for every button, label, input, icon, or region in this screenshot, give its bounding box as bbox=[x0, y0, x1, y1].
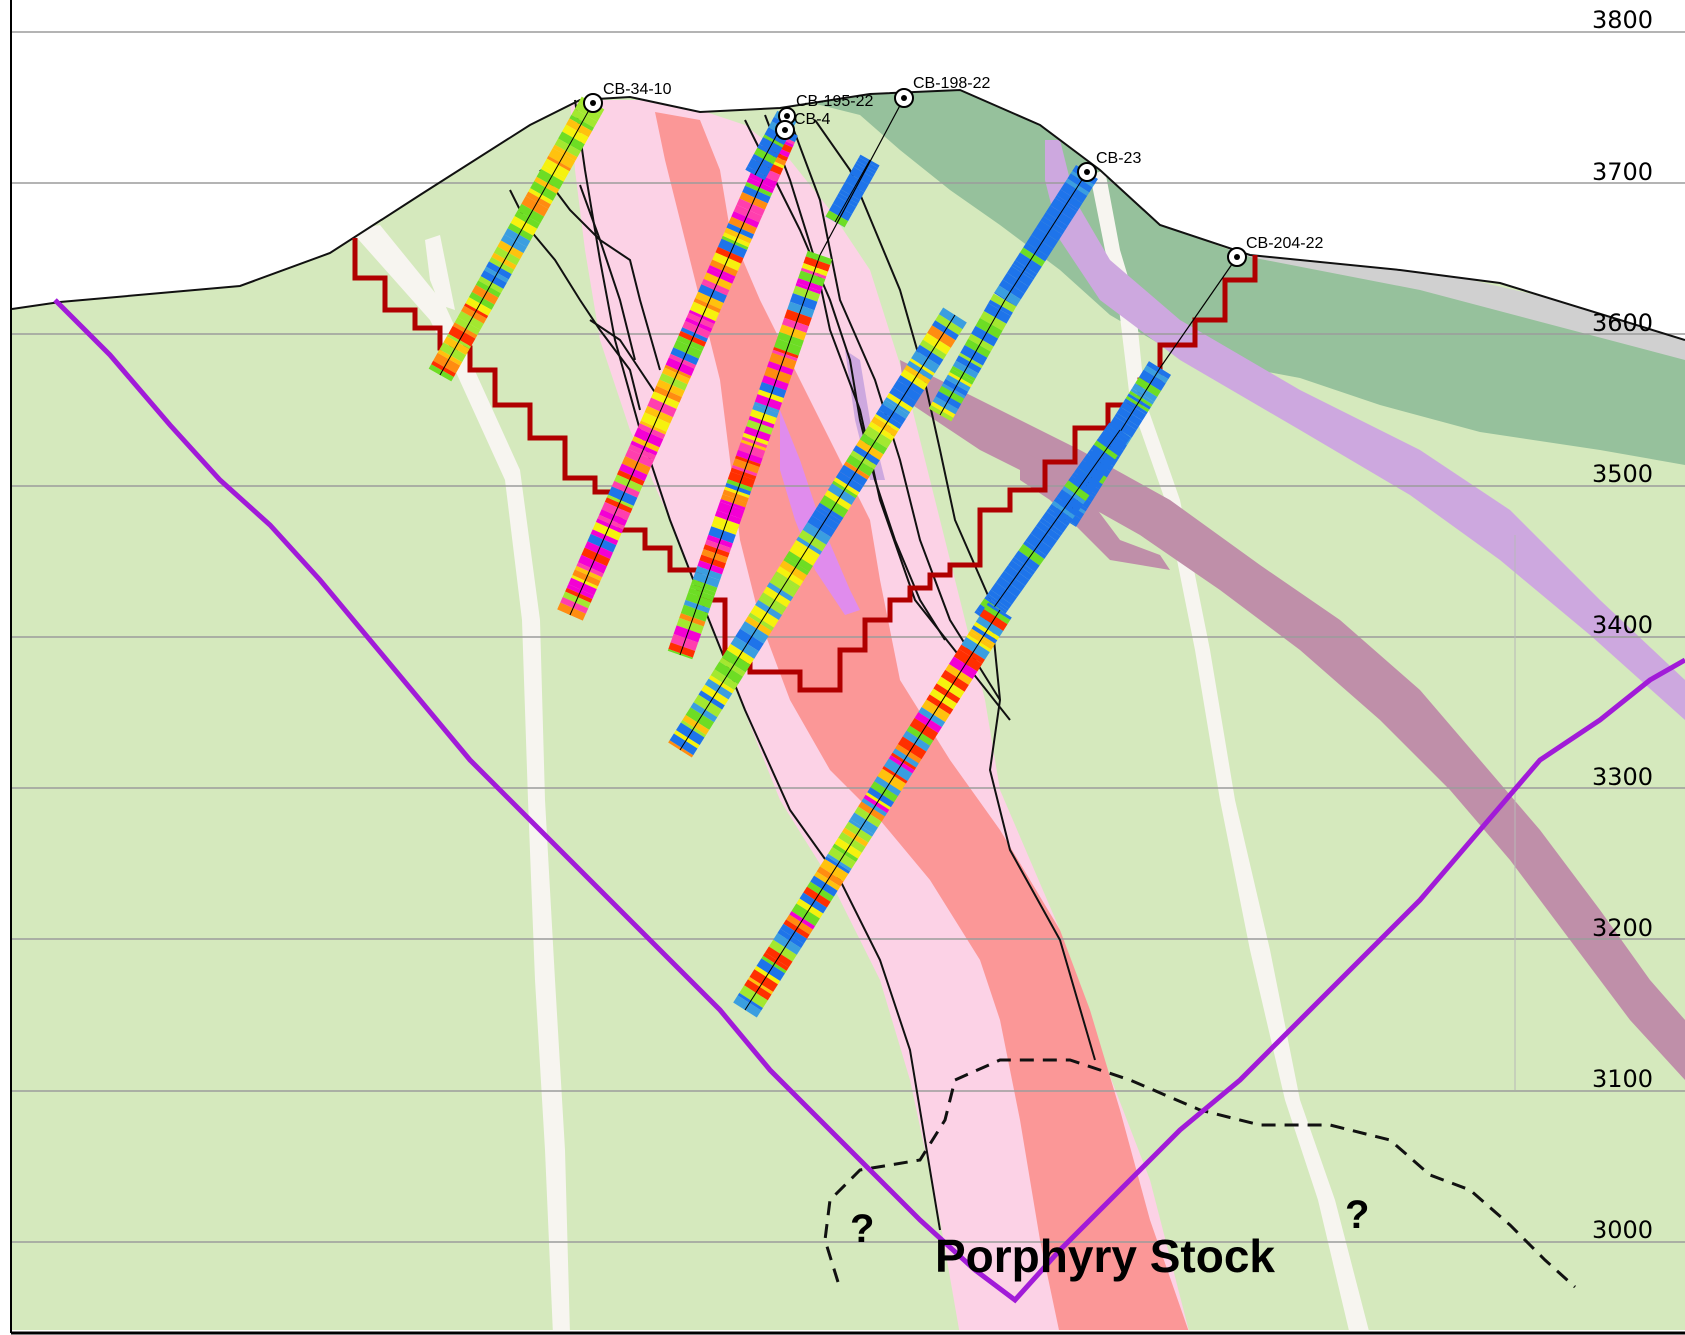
grade-shell-outline bbox=[352, 238, 1258, 693]
fault-zone-left bbox=[350, 225, 570, 1330]
collar-cb-195-22[interactable]: CB-195-22 bbox=[778, 93, 873, 125]
collar-dot bbox=[590, 100, 596, 106]
question-mark-left: ? bbox=[850, 1207, 874, 1251]
drillhole-axis bbox=[984, 429, 1121, 621]
contact-fault-e bbox=[589, 319, 661, 401]
drillhole-strip-cb-4 bbox=[557, 124, 798, 621]
drillhole-strip-cb-198-22 bbox=[668, 307, 967, 758]
drillhole-axis bbox=[744, 609, 1001, 1011]
drillhole-axis bbox=[1004, 171, 1088, 301]
drillhole-axis bbox=[834, 159, 871, 223]
porphyry-stock-label: Porphyry Stock bbox=[935, 1230, 1275, 1282]
boundary-line-purple bbox=[53, 298, 1685, 1304]
contact-fault-d bbox=[539, 169, 661, 371]
contact-fault-b bbox=[764, 114, 1011, 721]
collar-cb-4[interactable]: CB-4 bbox=[775, 111, 831, 140]
collar-dot bbox=[901, 95, 907, 101]
elevation-label-3200: 3200 bbox=[1592, 914, 1653, 942]
dike-lilac bbox=[1045, 140, 1685, 720]
elevation-label-3400: 3400 bbox=[1592, 611, 1653, 639]
contact-fault-f bbox=[579, 184, 636, 361]
collar-dot bbox=[784, 113, 790, 119]
drillhole-axis bbox=[679, 314, 956, 751]
drillhole-strip-cb-23-upper bbox=[994, 164, 1098, 308]
collar-label: CB-34-10 bbox=[603, 81, 672, 98]
drillhole-strip-cb-34-10 bbox=[428, 96, 605, 382]
collar-cb-198-22[interactable]: CB-198-22 bbox=[894, 75, 990, 108]
dike-lilac-inner bbox=[780, 410, 860, 615]
collars: CB-34-10 CB-195-22 CB-4 CB-198-22 CB-23 … bbox=[583, 75, 1323, 267]
drillhole-strip-cb-198-22-top bbox=[825, 154, 880, 228]
elevation-label-3500: 3500 bbox=[1592, 460, 1653, 488]
drillhole-axis bbox=[439, 102, 594, 376]
elevation-gridlines bbox=[12, 31, 1685, 1243]
collar-label: CB-198-22 bbox=[913, 75, 990, 92]
elevation-label-3100: 3100 bbox=[1592, 1065, 1653, 1093]
elevation-label-3700: 3700 bbox=[1592, 158, 1653, 186]
collar-dot bbox=[1234, 254, 1240, 260]
collar-label: CB-204-22 bbox=[1246, 235, 1323, 252]
drillhole-axis bbox=[569, 129, 786, 616]
collar-cb-23[interactable]: CB-23 bbox=[1077, 150, 1141, 182]
collar-label: CB-195-22 bbox=[796, 93, 873, 110]
collar-label: CB-23 bbox=[1096, 150, 1141, 167]
collar-dot bbox=[782, 127, 788, 133]
fault-zone-right bbox=[1090, 170, 1370, 1330]
question-mark-right: ? bbox=[1345, 1193, 1369, 1237]
drillhole-strip-cb-23-deep bbox=[733, 602, 1012, 1018]
drillhole-strip-cb-195-22 bbox=[667, 250, 833, 660]
collar-cb-34-10[interactable]: CB-34-10 bbox=[583, 81, 672, 113]
collar-dot bbox=[1084, 169, 1090, 175]
contact-intrusive-right-1 bbox=[744, 119, 946, 641]
elevation-label-3000: 3000 bbox=[1592, 1216, 1653, 1244]
elevation-label-3800: 3800 bbox=[1592, 6, 1653, 34]
elevation-label-3300: 3300 bbox=[1592, 763, 1653, 791]
porphyry-stock-contact bbox=[823, 1058, 1577, 1289]
contact-intrusive-right-2 bbox=[814, 119, 1096, 1061]
elevation-axis: 3800 3700 3600 3500 3400 3300 3200 3100 … bbox=[1592, 6, 1653, 1244]
dike-mauve bbox=[900, 360, 1685, 1080]
drillhole-axis bbox=[939, 299, 1006, 416]
drillhole-trace-cb-198-22 bbox=[819, 97, 905, 256]
drillhole-strip-cb-23-mid bbox=[928, 293, 1017, 422]
ground-surface-line bbox=[11, 88, 1685, 341]
elevation-label-3600: 3600 bbox=[1592, 309, 1653, 337]
collar-cb-204-22[interactable]: CB-204-22 bbox=[1227, 235, 1323, 267]
drillhole-traces bbox=[428, 96, 1238, 1018]
collar-label: CB-4 bbox=[794, 111, 831, 128]
drillhole-axis bbox=[679, 254, 821, 656]
drillhole-trace-cb-204-22 bbox=[1159, 256, 1238, 369]
fault-zone-left-2 bbox=[425, 235, 455, 310]
dike-mauve-branch bbox=[1020, 450, 1170, 570]
